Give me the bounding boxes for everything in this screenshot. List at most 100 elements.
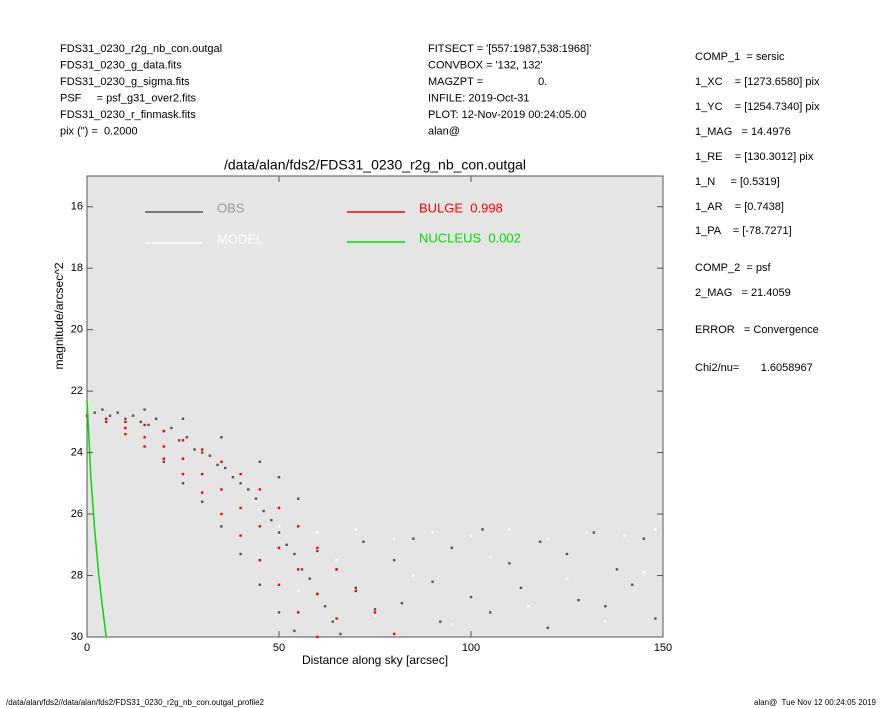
data-point — [335, 558, 338, 562]
header-left-line: FDS31_0230_g_sigma.fits — [60, 76, 190, 88]
fit-parameter: 1_AR = [0.7438] — [695, 201, 784, 213]
header-center-line: alan@ — [428, 125, 460, 137]
data-point — [412, 574, 415, 577]
data-point — [162, 445, 165, 448]
data-point — [469, 595, 473, 599]
data-point — [439, 620, 442, 623]
y-tick-label: 26 — [71, 508, 83, 520]
data-point — [335, 617, 338, 620]
data-point — [489, 611, 492, 614]
header-center-line: PLOT: 12-Nov-2019 00:24:05.00 — [428, 109, 586, 121]
data-point — [450, 546, 453, 550]
data-point — [527, 605, 530, 608]
fit-parameter: 1_N = [0.5319] — [695, 176, 780, 188]
data-point — [623, 534, 626, 537]
data-point — [105, 420, 108, 424]
data-point — [412, 537, 415, 540]
data-point — [373, 614, 377, 617]
data-point — [181, 439, 185, 442]
data-point — [208, 454, 212, 457]
data-point — [354, 589, 357, 593]
data-point — [181, 472, 185, 476]
data-point — [300, 568, 304, 571]
data-point — [538, 540, 542, 543]
data-point — [105, 417, 108, 420]
data-point — [177, 439, 181, 442]
data-point — [565, 552, 569, 556]
data-point — [316, 549, 319, 553]
data-point — [297, 611, 300, 614]
data-point — [354, 586, 357, 590]
y-tick-label: 28 — [71, 569, 83, 581]
data-point — [481, 528, 484, 531]
legend-label: OBS — [217, 200, 245, 215]
header-left-line: PSF = psf_g31_over2.fits — [60, 92, 197, 104]
data-point — [124, 417, 127, 420]
legend-label: MODEL — [217, 231, 263, 246]
data-point — [220, 525, 223, 528]
data-point — [277, 531, 281, 534]
data-point — [193, 448, 196, 451]
data-point — [108, 414, 112, 417]
data-point — [297, 497, 300, 500]
data-point — [400, 601, 404, 605]
fit-parameter: ERROR = Convergence — [695, 324, 819, 336]
footer-left: /data/alan/fds2//data/alan/fds2/FDS31_02… — [6, 698, 265, 707]
data-point — [201, 500, 204, 503]
data-point — [654, 528, 657, 531]
data-point — [181, 417, 185, 420]
data-point — [519, 586, 523, 590]
data-point — [220, 512, 223, 516]
data-point — [393, 537, 396, 540]
fit-parameter: COMP_2 = psf — [695, 262, 771, 274]
data-point — [201, 491, 204, 494]
y-tick-label: 16 — [71, 201, 83, 213]
data-point — [139, 420, 142, 424]
fit-parameter: 2_MAG = 21.4059 — [695, 287, 791, 299]
data-point — [216, 463, 219, 467]
header-left-line: pix (") = 0.2000 — [60, 125, 138, 137]
data-point — [162, 460, 165, 464]
data-point — [124, 420, 127, 424]
data-point — [431, 531, 434, 534]
data-point — [254, 497, 258, 500]
fit-parameter: COMP_1 = sersic — [695, 51, 785, 63]
data-point — [93, 411, 96, 414]
data-point — [201, 472, 204, 476]
data-point — [124, 426, 127, 430]
x-tick-label: 0 — [84, 642, 90, 654]
data-point — [297, 525, 300, 528]
data-point — [585, 531, 588, 534]
header-center-line: FITSECT = '[557:1987,538:1968]' — [428, 43, 591, 55]
data-point — [285, 543, 288, 546]
data-point — [592, 531, 596, 534]
data-point — [277, 546, 281, 550]
data-point — [220, 460, 223, 464]
data-point — [262, 509, 265, 513]
x-tick-label: 150 — [654, 642, 672, 654]
model-line — [86, 400, 107, 638]
data-point — [642, 571, 645, 574]
header-center-line: INFILE: 2019-Oct-31 — [428, 92, 530, 104]
data-point — [277, 475, 281, 479]
data-point — [277, 525, 281, 528]
data-point — [201, 451, 204, 454]
data-point — [615, 568, 619, 571]
data-point — [654, 617, 657, 620]
data-point — [604, 620, 607, 623]
header-center-line: CONVBOX = '132, 132' — [428, 59, 543, 71]
data-point — [373, 611, 377, 614]
data-point — [258, 460, 261, 464]
chart-title: /data/alan/fds2/FDS31_0230_r2g_nb_con.ou… — [224, 157, 526, 173]
plot-area — [86, 175, 664, 638]
fit-parameter: Chi2/nu= 1.6058967 — [695, 362, 813, 374]
header-left-line: FDS31_0230_r2g_nb_con.outgal — [60, 43, 222, 55]
data-point — [154, 417, 158, 420]
data-point — [277, 583, 281, 586]
data-point — [258, 488, 261, 491]
data-point — [316, 635, 319, 639]
data-point — [297, 589, 300, 593]
data-point — [277, 611, 281, 614]
data-point — [293, 552, 296, 556]
data-point — [170, 426, 173, 430]
